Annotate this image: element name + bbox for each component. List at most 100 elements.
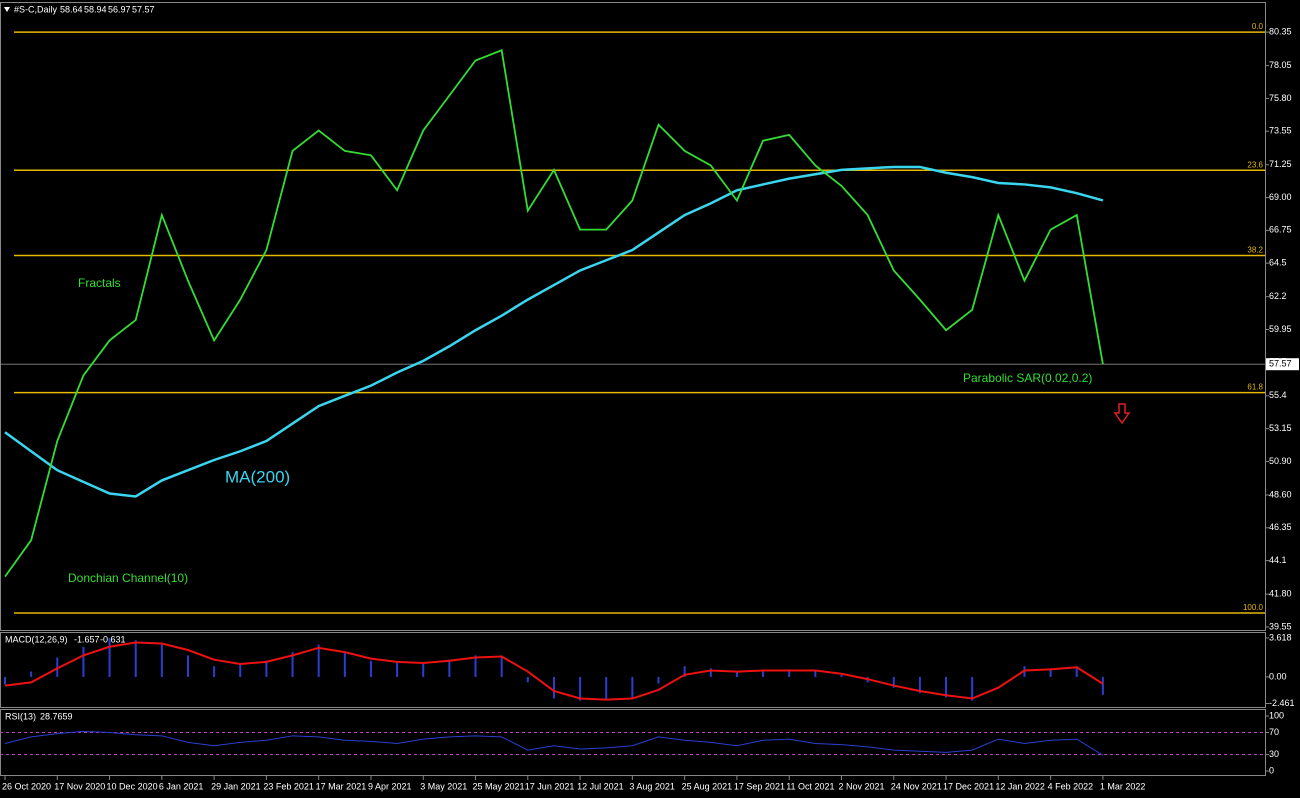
x-tick-label: 23 Feb 2021 [263,781,314,791]
fib-label: 61.8 [1247,383,1263,392]
current-price-box [1266,358,1299,371]
x-tick-label: 9 Apr 2021 [368,781,412,791]
y-tick-label: 30 [1269,749,1279,759]
macd-bar [735,671,738,677]
y-tick-label: 75.80 [1269,93,1292,103]
macd-bar [1101,676,1104,695]
x-tick-label: 24 Nov 2021 [891,781,942,791]
y-tick-label: 100 [1269,710,1284,720]
x-tick-label: 29 Jan 2021 [211,781,261,791]
current-price-label: 57.57 [1269,359,1292,369]
y-tick-label: 48.60 [1269,489,1292,499]
x-tick-label: 25 May 2021 [473,781,525,791]
y-tick-label: 39.55 [1269,621,1292,631]
rsi-title: RSI(13) [5,711,36,721]
macd-bar [1049,668,1052,677]
ohlc-high: 58.94 [84,4,107,14]
y-tick-label: 62.2 [1269,291,1287,301]
macd-bar [918,676,921,694]
y-tick-label: 50.90 [1269,456,1292,466]
fib-label: 0.0 [1252,22,1264,31]
y-tick-label: 64.5 [1269,258,1287,268]
y-tick-label: 3.618 [1269,632,1292,642]
macd-bar [448,659,451,677]
y-tick-label: 0 [1269,765,1274,775]
macd-bar [500,655,503,677]
y-tick-label: -2.461 [1269,698,1295,708]
rsi-value: 28.7659 [40,711,73,721]
macd-bar [291,652,294,677]
menu-arrow[interactable] [4,7,10,12]
macd-bar [605,676,608,700]
price-line [4,49,1104,578]
macd-bar [369,660,372,677]
symbol-title: #S-C,Daily [14,4,58,14]
x-tick-label: 17 Jun 2021 [525,781,575,791]
x-tick-label: 17 Mar 2021 [316,781,367,791]
macd-bar [762,670,765,677]
y-tick-label: 0.00 [1269,671,1287,681]
x-tick-label: 3 Aug 2021 [629,781,675,791]
macd-bar [160,644,163,677]
y-tick-label: 70 [1269,727,1279,737]
macd-panel [0,632,1266,708]
ma-label: MA(200) [225,467,290,486]
macd-bar [108,638,111,677]
macd-bar [552,676,555,699]
y-tick-label: 71.25 [1269,159,1292,169]
y-tick-label: 53.15 [1269,423,1292,433]
macd-bar [422,664,425,677]
macd-bar [4,676,6,685]
macd-bar [814,670,817,677]
y-tick-label: 69.00 [1269,192,1292,202]
macd-bar [683,666,686,677]
macd-bar [1075,666,1078,677]
macd-bar [186,655,189,677]
macd-bar [788,669,791,677]
signal-line [4,641,1104,701]
macd-bar [945,676,948,698]
fib-label: 38.2 [1247,246,1263,255]
macd-bar [840,674,843,677]
x-tick-label: 11 Oct 2021 [786,781,834,791]
x-tick-label: 12 Jul 2021 [577,781,624,791]
ohlc-open: 58.64 [60,4,83,14]
x-tick-label: 12 Jan 2022 [995,781,1045,791]
macd-bar [213,666,216,677]
y-tick-label: 46.35 [1269,522,1292,532]
macd-bar [134,640,137,677]
macd-bar [709,668,712,677]
price-panel [0,2,1266,631]
macd-bar [474,655,477,677]
macd-bar [82,646,85,677]
x-tick-label: 6 Jan 2021 [159,781,204,791]
x-tick-label: 4 Feb 2022 [1048,781,1094,791]
macd-bar [343,653,346,677]
rsi-line [4,730,1104,756]
x-tick-label: 17 Dec 2021 [943,781,994,791]
macd-bar [892,676,895,688]
y-tick-label: 55.4 [1269,390,1287,400]
macd-bar [317,644,320,677]
x-tick-label: 10 Dec 2020 [107,781,158,791]
y-tick-label: 73.55 [1269,126,1292,136]
x-tick-label: 17 Sep 2021 [734,781,785,791]
y-tick-label: 59.95 [1269,324,1292,334]
macd-bar [657,676,660,684]
fractals-label: Fractals [78,276,121,290]
down-arrow [1113,403,1131,425]
y-tick-label: 44.1 [1269,555,1287,565]
y-tick-label: 41.80 [1269,589,1292,599]
ohlc-close: 57.57 [132,4,155,14]
sar-label: Parabolic SAR(0.02,0.2) [963,371,1092,385]
donchian-label: Donchian Channel(10) [68,571,188,585]
ohlc-low: 56.97 [108,4,131,14]
macd-title: MACD(12,26,9) [5,634,68,644]
macd-bar [526,676,529,683]
macd-bar [30,671,33,677]
macd-value: -1.657 [74,634,100,644]
macd-bar [579,676,582,701]
macd-bar [971,676,974,701]
